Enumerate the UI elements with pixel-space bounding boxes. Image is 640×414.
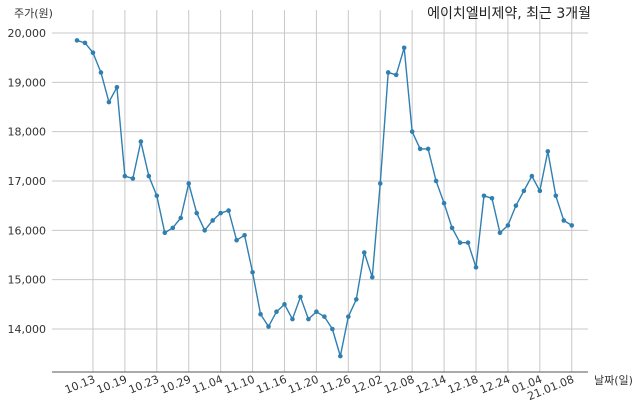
data-point xyxy=(537,188,543,194)
data-point xyxy=(322,314,327,319)
data-point xyxy=(194,210,199,216)
data-point xyxy=(90,50,96,56)
data-point xyxy=(457,240,463,245)
data-point xyxy=(122,173,128,179)
x-axis-title: 날짜(일) xyxy=(594,373,633,387)
data-point xyxy=(298,294,303,300)
data-point xyxy=(465,240,471,245)
data-point xyxy=(417,146,423,152)
data-point xyxy=(178,215,184,221)
gridlines xyxy=(52,10,588,372)
data-point xyxy=(290,316,295,322)
data-point xyxy=(369,274,375,280)
data-point xyxy=(553,193,559,199)
x-tick-label: 10.13 xyxy=(63,373,97,397)
data-point xyxy=(529,173,535,179)
data-point xyxy=(114,84,120,90)
y-tick-label: 20,000 xyxy=(8,27,47,40)
data-point xyxy=(433,178,439,184)
x-tick-label: 12.08 xyxy=(382,373,416,397)
y-tick-label: 17,000 xyxy=(8,175,47,188)
x-tick-label: 12.14 xyxy=(414,373,448,397)
data-point xyxy=(338,353,343,359)
data-point xyxy=(569,223,575,228)
series-line xyxy=(76,39,573,357)
data-point xyxy=(314,309,319,315)
data-point xyxy=(146,173,152,179)
x-tick-label: 12.24 xyxy=(478,373,512,397)
data-point xyxy=(361,250,367,255)
data-point xyxy=(354,297,359,302)
data-point xyxy=(162,230,168,236)
x-tick-label: 11.16 xyxy=(255,373,289,397)
data-point xyxy=(561,218,567,223)
data-point xyxy=(513,203,519,208)
x-tick-label: 10.19 xyxy=(95,373,129,397)
data-point xyxy=(202,228,207,233)
data-point xyxy=(138,139,144,144)
data-point xyxy=(258,311,263,317)
y-axis-title: 주가(원) xyxy=(14,7,53,20)
data-point xyxy=(250,269,255,275)
data-point xyxy=(274,309,279,315)
x-tick-label: 11.26 xyxy=(318,373,352,397)
data-point xyxy=(449,225,455,231)
data-point xyxy=(346,314,351,319)
y-tick-label: 15,000 xyxy=(8,274,47,287)
x-tick-label: 11.10 xyxy=(223,373,257,397)
data-point xyxy=(505,223,511,228)
data-point xyxy=(98,70,104,75)
data-point xyxy=(234,237,239,243)
y-tick-label: 18,000 xyxy=(8,126,47,139)
data-point xyxy=(170,225,176,231)
data-point xyxy=(130,176,136,181)
x-tick-label: 10.29 xyxy=(159,373,193,397)
x-tick-label: 11.20 xyxy=(286,373,320,397)
data-point xyxy=(282,302,287,307)
x-tick-label: 12.18 xyxy=(446,373,480,397)
y-tick-label: 16,000 xyxy=(8,224,47,237)
data-point xyxy=(401,45,407,51)
x-tick-label: 11.04 xyxy=(191,373,225,397)
data-point xyxy=(226,208,231,213)
y-tick-labels: 14,000 15,000 16,000 17,000 18,000 19,000 20,0… xyxy=(8,27,47,336)
data-point xyxy=(473,265,479,270)
data-point xyxy=(306,316,311,322)
chart-title: 에이치엘비제약, 최근 3개월 xyxy=(427,6,591,22)
data-point xyxy=(441,200,447,206)
data-point xyxy=(377,181,383,186)
data-point xyxy=(393,72,399,78)
series-group xyxy=(74,38,575,359)
data-point xyxy=(154,193,160,199)
data-point xyxy=(489,195,495,201)
data-point xyxy=(82,40,88,46)
data-point xyxy=(409,129,415,134)
data-point xyxy=(218,210,223,216)
x-tick-labels: 10.1310.1910.2310.2911.0411.1011.1611.20… xyxy=(63,373,576,403)
data-point xyxy=(266,324,271,329)
data-point xyxy=(186,181,192,186)
x-tick-label: 10.23 xyxy=(127,373,161,397)
data-point xyxy=(330,326,335,332)
y-tick-label: 19,000 xyxy=(8,76,47,89)
data-point xyxy=(74,38,80,43)
data-point xyxy=(385,70,391,75)
data-point xyxy=(425,146,431,152)
data-point xyxy=(481,193,487,199)
data-point xyxy=(497,230,503,236)
data-point xyxy=(242,232,247,238)
data-point xyxy=(210,218,215,223)
data-point xyxy=(545,149,551,154)
y-tick-label: 14,000 xyxy=(8,323,47,336)
data-point xyxy=(106,99,112,105)
data-point xyxy=(521,188,527,194)
x-tick-label: 12.02 xyxy=(350,373,384,397)
